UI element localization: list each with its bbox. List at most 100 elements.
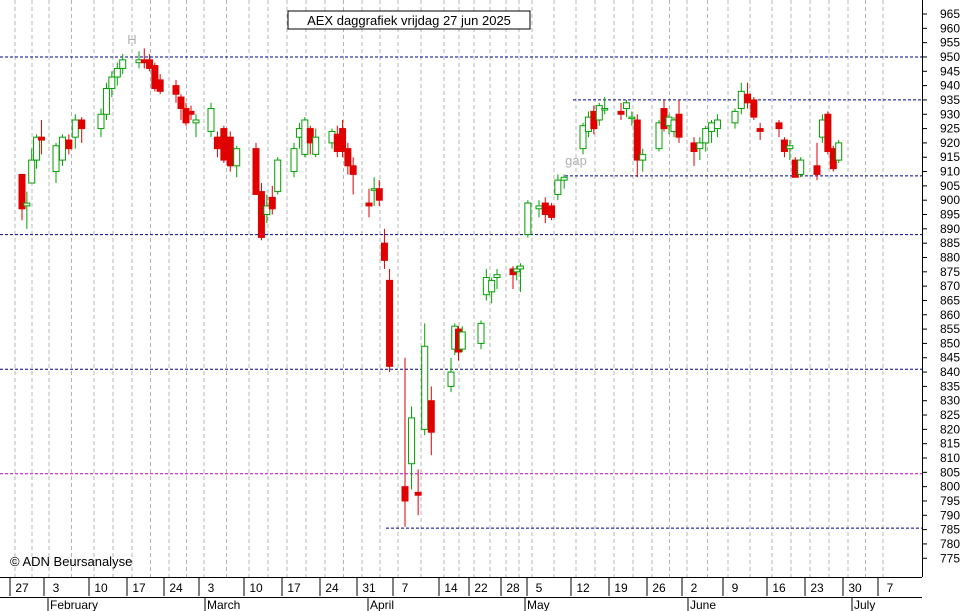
candle-body [516,265,524,270]
candle-body [268,196,276,210]
candle-body [339,128,347,152]
candle [750,97,758,120]
candle [108,71,116,98]
candle-body [524,202,532,236]
candle [639,148,647,172]
x-tick-label: 2 [691,581,698,595]
y-tick-label: 820 [940,422,960,436]
y-axis-ticks: 7757807857907958008058108158208258308358… [922,7,960,565]
candle [349,157,357,195]
x-tick-label: 26 [652,581,666,595]
candle [797,157,805,178]
candle-body [617,110,625,115]
candle [421,323,429,436]
candle-body [23,202,31,207]
candle-body [119,59,127,69]
x-tick-label: 19 [614,581,628,595]
candle-body [554,179,562,195]
candle [414,469,422,516]
candle-body [274,159,282,193]
x-tick-label: 17 [287,581,301,595]
candle-body [226,136,234,167]
candle-body [655,122,663,150]
y-tick-label: 905 [940,179,960,193]
candle-body [97,113,105,130]
x-tick-label: 27 [15,581,29,595]
y-tick-label: 775 [940,551,960,565]
candle-body [182,108,190,124]
candle [690,137,698,166]
y-tick-label: 885 [940,236,960,250]
candle-body [639,153,647,161]
candle-body [786,145,794,150]
candle-body [375,188,383,201]
annotation-high: H [127,32,136,47]
candle-body [33,136,41,161]
candle [365,188,373,218]
candle-body [477,322,485,344]
candle-body [113,67,121,78]
candle-body [731,110,739,124]
x-tick-label: 5 [536,581,543,595]
x-axis-ticks: 27 3 10 17 24 3 10 17 24 31 7 14 22 28 5 12 19 26 2 9 16 23 30… [9,577,894,596]
candle [713,114,721,138]
candle-body [71,119,79,138]
candle [401,357,409,527]
candle [579,122,587,155]
candle-body [52,145,60,173]
candle-body [622,102,630,110]
month-label: March [207,598,240,611]
candle [524,200,532,238]
x-tick-label: 22 [474,581,488,595]
horizontal-levels [0,56,922,529]
candle [97,108,105,138]
candle [119,54,127,75]
candle [516,263,524,292]
candle-body [102,87,110,115]
y-tick-label: 930 [940,107,960,121]
candle-body [535,205,543,210]
candle [386,268,394,373]
candle-body [386,279,394,367]
candle-body [312,136,320,155]
candle [427,386,435,456]
candle [775,119,783,138]
y-tick-label: 790 [940,508,960,522]
candle-body [824,113,832,152]
candle-body [458,331,466,350]
candle-body [702,128,710,144]
y-tick-label: 965 [940,7,960,21]
candle-body [187,110,195,115]
candle [78,117,86,143]
candle-body [427,400,435,433]
candle [622,99,630,118]
x-tick-label: 28 [506,581,520,595]
candle [156,74,164,95]
candle [744,82,752,109]
candle-body [696,142,704,150]
y-tick-label: 805 [940,465,960,479]
y-tick-label: 915 [940,150,960,164]
copyright: © ADN Beursanalyse [10,554,132,569]
candle-body [233,148,241,167]
y-tick-label: 950 [940,50,960,64]
candle-body [156,79,164,92]
y-tick-label: 875 [940,265,960,279]
title-box: AEX daggrafiek vrijdag 27 jun 2025 [287,10,531,30]
candle-body [380,242,388,261]
candle [458,326,466,353]
candle [447,357,455,393]
candle [207,102,215,138]
x-tick-label: 7 [402,581,409,595]
y-tick-label: 845 [940,351,960,365]
candle [835,140,843,163]
candle [344,142,352,175]
candle-body [447,371,455,387]
candle-body [541,202,549,216]
candle [213,131,221,158]
month-label: June [690,598,716,611]
x-tick-label: 31 [362,581,376,595]
candle [23,191,31,229]
candle [375,180,383,206]
y-tick-label: 900 [940,193,960,207]
